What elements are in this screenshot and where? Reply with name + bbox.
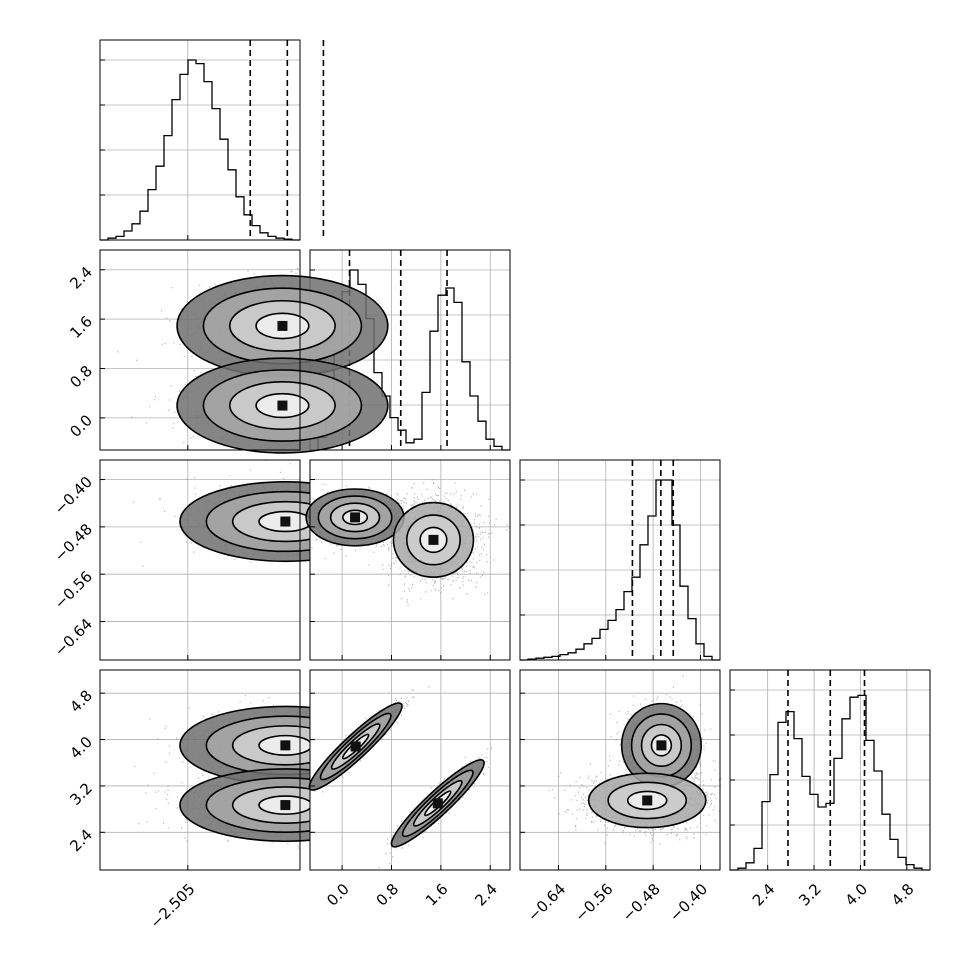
contour-line [640, 723, 683, 768]
density-peak-1 [277, 400, 288, 411]
contour-line [202, 369, 363, 442]
contour-line [228, 381, 336, 431]
y-tick-label-2-2: −0.48 [51, 520, 96, 565]
panel-frame [729, 669, 931, 871]
y-tick-label-2-1: −0.56 [51, 567, 96, 612]
contour-line [392, 501, 475, 578]
density-peak-0 [280, 516, 291, 527]
x-tick-label-1-2: 1.6 [422, 880, 452, 910]
contour-line [176, 357, 389, 454]
panel-background [100, 40, 300, 240]
contour-line [607, 781, 688, 820]
x-tick-label-3-1: 3.2 [795, 880, 825, 910]
contour-line [390, 759, 485, 848]
histogram-step-2 [520, 479, 720, 661]
contour-line [319, 712, 392, 781]
density-peak-1 [280, 800, 291, 811]
y-tick-label-3-2: 4.0 [66, 733, 96, 763]
density-peak-0 [350, 512, 361, 523]
density-peak-0 [280, 740, 291, 751]
histogram-panel-2 [519, 459, 721, 661]
x-tick-label-2-0: −0.64 [524, 880, 569, 925]
y-tick-label-3-1: 3.2 [66, 779, 96, 809]
panel-frame [99, 669, 301, 871]
histogram-panel-0 [99, 39, 325, 241]
y-tick-label-2-3: −0.40 [51, 473, 96, 518]
x-tick-label-3-2: 4.0 [842, 880, 872, 910]
density-peak-0 [350, 741, 361, 752]
scatter-panel-1-3 [308, 669, 511, 871]
contour-line [587, 772, 707, 829]
x-tick-label-3-3: 4.8 [888, 880, 918, 910]
contour-line [329, 502, 381, 533]
histogram-panel-3 [729, 669, 931, 871]
scatter-panel-0-1 [99, 249, 389, 454]
y-tick-label-1-1: 0.8 [66, 362, 96, 392]
panel-frame [99, 39, 301, 241]
x-tick-label-2-3: −0.40 [666, 880, 711, 925]
y-tick-label-1-3: 2.4 [66, 263, 96, 293]
panel-frame [519, 669, 721, 871]
y-tick-label-3-3: 4.8 [66, 686, 96, 716]
x-tick-label-1-0: 0.0 [323, 880, 353, 910]
contour-line [317, 495, 393, 540]
histogram-step-0 [100, 59, 300, 241]
scatter-panel-1-2 [305, 459, 511, 661]
density-peak-0 [277, 320, 288, 331]
x-tick-label-0-0: −2.505 [147, 880, 199, 932]
contour-line [650, 734, 673, 757]
contour-line [401, 769, 474, 838]
x-tick-label-3-0: 2.4 [749, 880, 779, 910]
y-tick-label-1-0: 0.0 [66, 411, 96, 441]
x-tick-label-1-1: 0.8 [373, 880, 403, 910]
x-tick-label-2-1: −0.56 [571, 880, 616, 925]
contour-line [419, 526, 448, 554]
contour-line [342, 509, 369, 526]
y-tick-label-1-2: 1.6 [66, 312, 96, 342]
panel-frame [309, 459, 511, 661]
panel-frame [309, 669, 511, 871]
x-tick-label-1-3: 2.4 [471, 880, 501, 910]
y-tick-label-3-0: 2.4 [66, 826, 96, 856]
x-tick-label-2-2: −0.48 [619, 880, 664, 925]
contour-line [405, 514, 461, 566]
panel-frame [99, 459, 301, 661]
density-peak-1 [642, 795, 653, 806]
scatter-panel-2-3 [519, 669, 722, 871]
panel-frame [519, 459, 721, 661]
panel-frame [99, 249, 301, 451]
contour-line [255, 312, 310, 340]
scatter-panel-0-3 [99, 669, 392, 871]
density-peak-1 [432, 798, 443, 809]
density-peak-0 [656, 740, 667, 751]
contour-line [626, 790, 668, 811]
contour-line [228, 299, 336, 352]
contour-line [255, 392, 310, 419]
density-peak-1 [428, 534, 439, 545]
panel-background [520, 460, 720, 660]
y-tick-label-2-0: −0.64 [51, 615, 96, 660]
